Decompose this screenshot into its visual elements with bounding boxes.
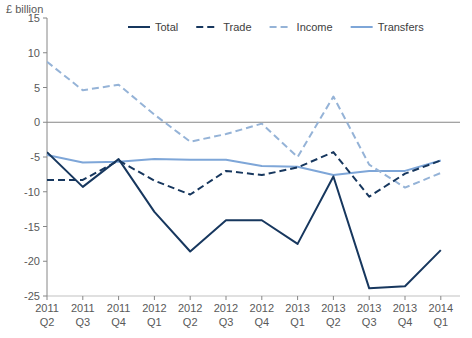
- x-tick-label-part: Q3: [362, 316, 377, 328]
- legend-label: Income: [297, 21, 333, 33]
- x-tick-label-part: 2012: [250, 302, 274, 314]
- x-tick-label-part: Q2: [40, 316, 55, 328]
- y-tick: [43, 157, 47, 158]
- y-tick-label: -20: [24, 255, 40, 267]
- x-tick-label: 2012 Q3: [214, 302, 238, 328]
- legend-swatch: [196, 26, 218, 28]
- legend-label: Transfers: [378, 21, 425, 33]
- y-tick: [43, 18, 47, 19]
- x-tick-label: 2012 Q4: [250, 302, 274, 328]
- y-tick: [43, 191, 47, 192]
- series-line: [47, 152, 441, 196]
- x-tick-label-part: 2013: [357, 302, 381, 314]
- x-tick-label: 2013 Q2: [321, 302, 345, 328]
- x-tick-label-part: Q1: [433, 316, 448, 328]
- zero-line: [47, 122, 460, 123]
- x-tick: [440, 296, 441, 300]
- chart: £ billion-25-20-15-10-50510152011Q22011Q…: [0, 0, 472, 338]
- x-tick-label-part: Q2: [183, 316, 198, 328]
- x-tick-label-part: Q3: [219, 316, 234, 328]
- x-tick: [82, 296, 83, 300]
- x-tick-label-part: 2013: [285, 302, 309, 314]
- x-tick: [226, 296, 227, 300]
- y-tick-label: 10: [28, 47, 40, 59]
- x-tick-label: 2012 Q1: [142, 302, 166, 328]
- x-axis-line: [47, 296, 460, 297]
- x-tick-label-part: 2013: [393, 302, 417, 314]
- x-tick-label: 2013 Q3: [357, 302, 381, 328]
- legend-label: Total: [155, 21, 178, 33]
- x-tick-label: 2013 Q4: [393, 302, 417, 328]
- x-tick-label-part: Q4: [254, 316, 269, 328]
- y-tick: [43, 226, 47, 227]
- x-tick-label: 2011 Q3: [71, 302, 95, 328]
- x-tick-label: 2011 Q2: [35, 302, 59, 328]
- x-tick: [297, 296, 298, 300]
- x-tick: [118, 296, 119, 300]
- x-tick-label-part: Q1: [290, 316, 305, 328]
- series-line: [47, 152, 441, 288]
- y-tick: [43, 296, 47, 297]
- x-tick-label-part: Q3: [75, 316, 90, 328]
- x-tick-label-part: Q1: [147, 316, 162, 328]
- y-tick-label: 5: [34, 82, 40, 94]
- x-tick-label-part: Q2: [326, 316, 341, 328]
- x-tick-label-part: 2011: [35, 302, 59, 314]
- y-tick: [43, 87, 47, 88]
- x-tick-label: 2011 Q4: [107, 302, 131, 328]
- y-tick-label: -5: [30, 151, 40, 163]
- x-tick-label: 2014 Q1: [429, 302, 453, 328]
- x-tick-label-part: 2011: [71, 302, 95, 314]
- y-tick: [43, 122, 47, 123]
- series-line: [47, 155, 441, 175]
- x-tick: [261, 296, 262, 300]
- y-tick-label: -10: [24, 186, 40, 198]
- x-tick: [333, 296, 334, 300]
- y-tick-label: -25: [24, 290, 40, 302]
- legend-swatch: [351, 26, 373, 28]
- x-tick-label-part: 2012: [214, 302, 238, 314]
- x-tick: [190, 296, 191, 300]
- x-tick-label-part: Q4: [111, 316, 126, 328]
- x-tick-label-part: 2011: [107, 302, 131, 314]
- y-tick: [43, 261, 47, 262]
- x-tick-label: 2012 Q2: [178, 302, 202, 328]
- x-tick-label-part: 2014: [429, 302, 453, 314]
- y-tick: [43, 52, 47, 53]
- y-tick-label: -15: [24, 221, 40, 233]
- x-tick-label-part: 2012: [142, 302, 166, 314]
- x-tick: [369, 296, 370, 300]
- x-tick: [405, 296, 406, 300]
- x-tick: [154, 296, 155, 300]
- x-tick-label-part: 2012: [178, 302, 202, 314]
- x-tick-label-part: Q4: [398, 316, 413, 328]
- x-tick-label-part: 2013: [321, 302, 345, 314]
- x-tick: [47, 296, 48, 300]
- legend-swatch: [270, 26, 292, 28]
- legend-swatch: [128, 26, 150, 28]
- y-tick-label: 0: [34, 116, 40, 128]
- x-tick-label: 2013 Q1: [285, 302, 309, 328]
- y-tick-label: 15: [28, 12, 40, 24]
- series-group: [47, 62, 441, 289]
- legend-label: Trade: [223, 21, 251, 33]
